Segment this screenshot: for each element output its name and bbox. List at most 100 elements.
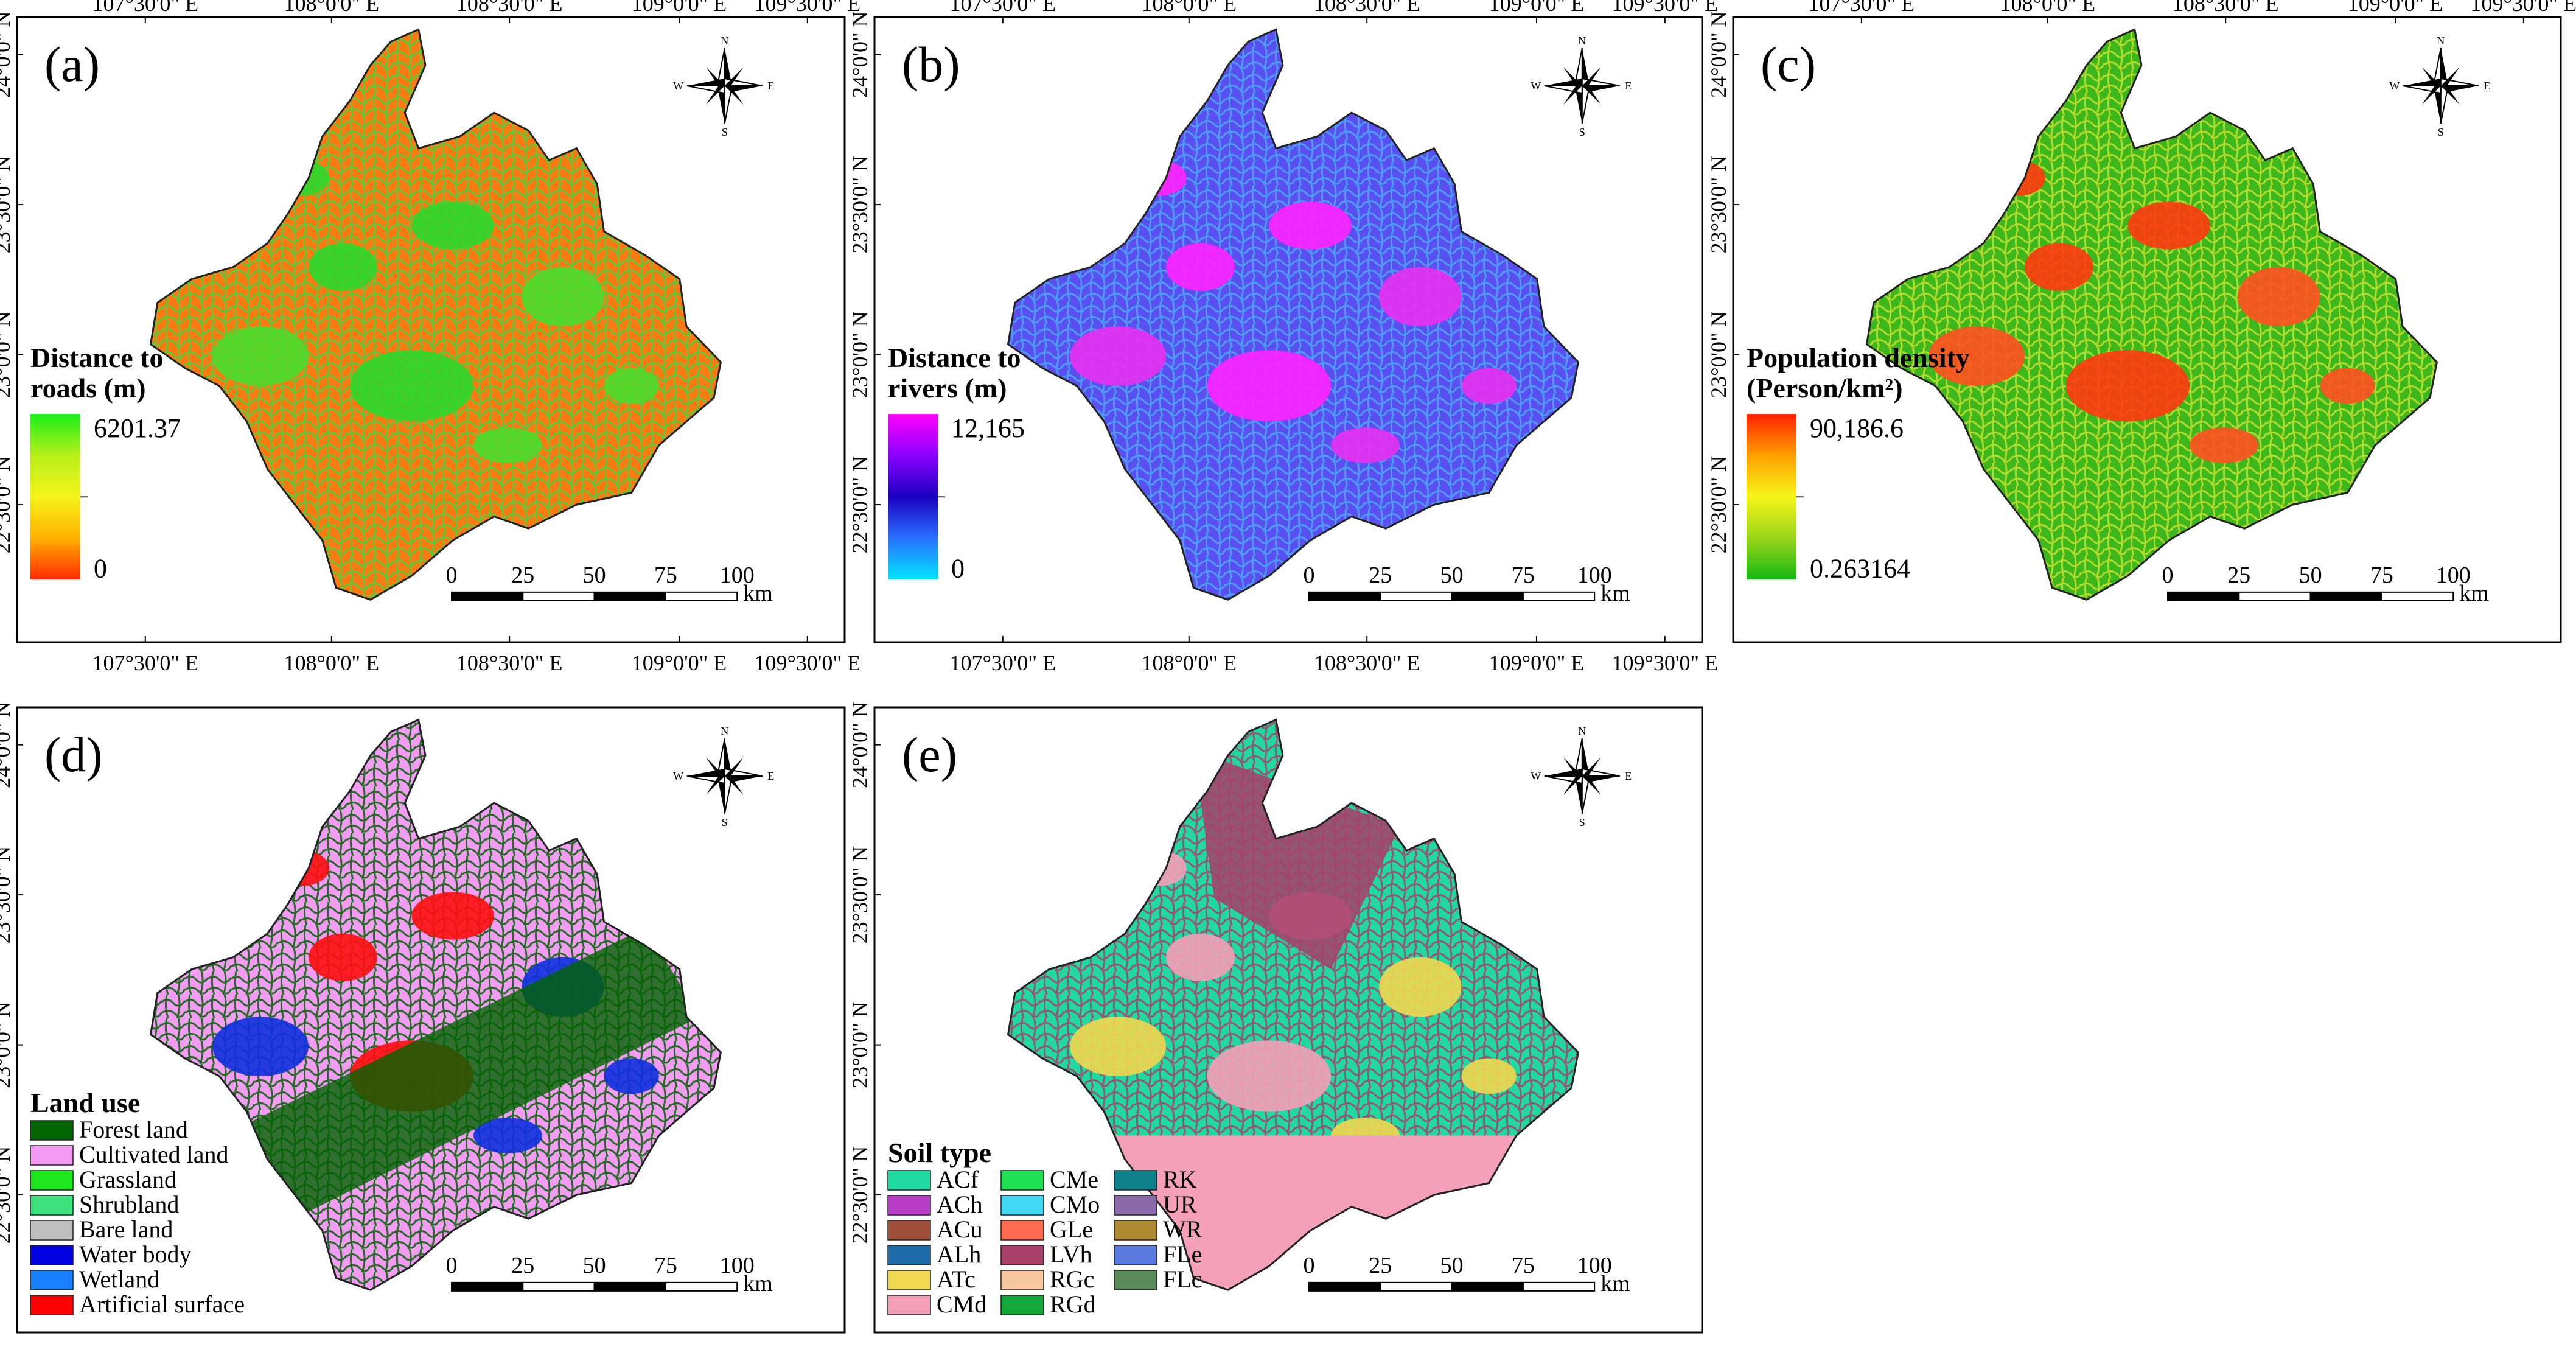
legend-swatch: [30, 1295, 74, 1315]
legend-item-label: LVh: [1050, 1241, 1092, 1268]
map-patch: [604, 1058, 659, 1094]
legend-swatch: [887, 1270, 931, 1290]
latitude-tick: 23°30'0" N: [1706, 156, 1731, 254]
scale-label: 50: [583, 1253, 606, 1278]
longitude-tick-top: 109°0'0" E: [632, 0, 727, 16]
scale-label: 50: [1440, 1253, 1464, 1278]
latitude-tick: 24°0'0" N: [1706, 11, 1731, 98]
legend-swatch: [30, 1170, 74, 1191]
map-patch: [212, 1017, 309, 1076]
map-panel-e: (e) 24°0'0" N 23°30'0" N 23°0'0" N 22°30'0" …: [848, 701, 1703, 1334]
latitude-tick: 23°0'0" N: [1706, 311, 1731, 398]
legend-swatch: [30, 1145, 74, 1166]
legend-title: Soil type: [888, 1137, 991, 1168]
legend-item: CMo: [1000, 1191, 1100, 1218]
scale-label: 100: [1577, 1253, 1612, 1278]
scale-label: 0: [446, 1253, 458, 1278]
legend-item-label: Wetland: [79, 1265, 159, 1293]
legend-color-ramp: [30, 414, 80, 580]
map-patch: [1269, 201, 1352, 250]
scale-unit: km: [743, 581, 773, 606]
latitude-tick: 24°0'0" N: [848, 11, 872, 98]
map-patch: [1379, 957, 1462, 1017]
north-arrow-icon: N S E W: [2389, 35, 2490, 138]
east-label: E: [1625, 80, 1632, 92]
legend-swatch: [887, 1245, 931, 1265]
longitude-tick-top: 108°30'0" E: [2173, 0, 2279, 16]
scale-label: 100: [1577, 562, 1612, 588]
longitude-tick-top: 107°30'0" E: [1809, 0, 1915, 16]
legend-item: FLc: [1114, 1265, 1202, 1293]
longitude-tick-top: 108°30'0" E: [456, 0, 563, 16]
scale-label: 100: [720, 1253, 755, 1278]
map-patch: [522, 267, 604, 327]
legend-swatch: [1114, 1270, 1157, 1290]
map-patch: [309, 933, 378, 981]
south-label: S: [2438, 126, 2444, 138]
legend-swatch: [1000, 1270, 1044, 1290]
scale-label: 75: [2370, 562, 2393, 588]
legend-swatch: [1000, 1220, 1044, 1241]
legend-item-label: FLe: [1163, 1241, 1202, 1268]
scale-label: 0: [1304, 562, 1315, 588]
scale-label: 25: [1369, 562, 1392, 588]
west-label: W: [673, 80, 683, 92]
south-label: S: [1579, 126, 1585, 138]
legend-swatch: [887, 1220, 931, 1241]
legend-item-label: Water body: [79, 1241, 192, 1268]
legend-item: Water body: [30, 1241, 192, 1268]
legend-item: Shrubland: [30, 1191, 179, 1218]
latitude-tick: 23°0'0" N: [0, 1001, 15, 1088]
scale-unit: km: [1600, 1271, 1630, 1297]
west-label: W: [673, 770, 683, 782]
legend-item-label: Grassland: [79, 1166, 176, 1193]
legend-swatch: [1000, 1195, 1044, 1216]
map-patch: [309, 243, 378, 291]
map-patch: [411, 892, 494, 940]
legend-item-label: RK: [1163, 1166, 1197, 1193]
map-patch: [1379, 267, 1462, 327]
legend-item-label: RGc: [1050, 1265, 1094, 1293]
legend-item-label: UR: [1163, 1191, 1197, 1218]
legend-min-value: 0: [94, 553, 107, 583]
panel-label: (c): [1761, 37, 1816, 92]
legend-item-label: CMe: [1050, 1166, 1098, 1193]
map-patch: [1929, 326, 2025, 386]
legend: Population density(Person/km²) 90,186.6 0.…: [1747, 342, 1970, 583]
north-label: N: [1578, 725, 1586, 737]
west-label: W: [1531, 80, 1541, 92]
legend-item-label: Shrubland: [79, 1191, 179, 1218]
scale-label: 25: [511, 1253, 534, 1278]
legend-color-ramp: [888, 414, 938, 580]
legend-item-label: Cultivated land: [79, 1141, 229, 1168]
legend-item: RK: [1114, 1166, 1197, 1193]
region-boundary: [149, 718, 722, 1291]
south-label: S: [722, 126, 728, 138]
legend-swatch: [30, 1270, 74, 1290]
legend-item: FLe: [1114, 1241, 1202, 1268]
longitude-tick-bottom: 108°0'0" E: [1142, 651, 1237, 675]
map-patch: [2025, 243, 2094, 291]
legend-item: Artificial surface: [30, 1290, 245, 1318]
north-arrow-icon: N S E W: [673, 35, 774, 138]
map-patch: [1070, 1017, 1167, 1076]
legend-item-label: ATc: [937, 1265, 976, 1293]
legend-title: Land use: [30, 1087, 140, 1118]
latitude-tick: 23°30'0" N: [848, 156, 872, 254]
north-label: N: [721, 35, 728, 47]
latitude-tick: 23°0'0" N: [848, 311, 872, 398]
legend-item: Forest land: [30, 1116, 188, 1143]
map-patch: [473, 1118, 542, 1153]
legend-item-label: CMo: [1050, 1191, 1100, 1218]
legend-swatch: [1114, 1245, 1157, 1265]
map-panel-d: (d) 24°0'0" N 23°30'0" N 23°0'0" N 22°30'0" …: [0, 701, 846, 1334]
map-patch: [1461, 1058, 1517, 1094]
legend-item-label: ALh: [937, 1241, 981, 1268]
north-arrow-icon: N S E W: [1531, 725, 1632, 828]
legend-item: ACu: [887, 1216, 983, 1243]
legend-item: Wetland: [30, 1265, 159, 1293]
